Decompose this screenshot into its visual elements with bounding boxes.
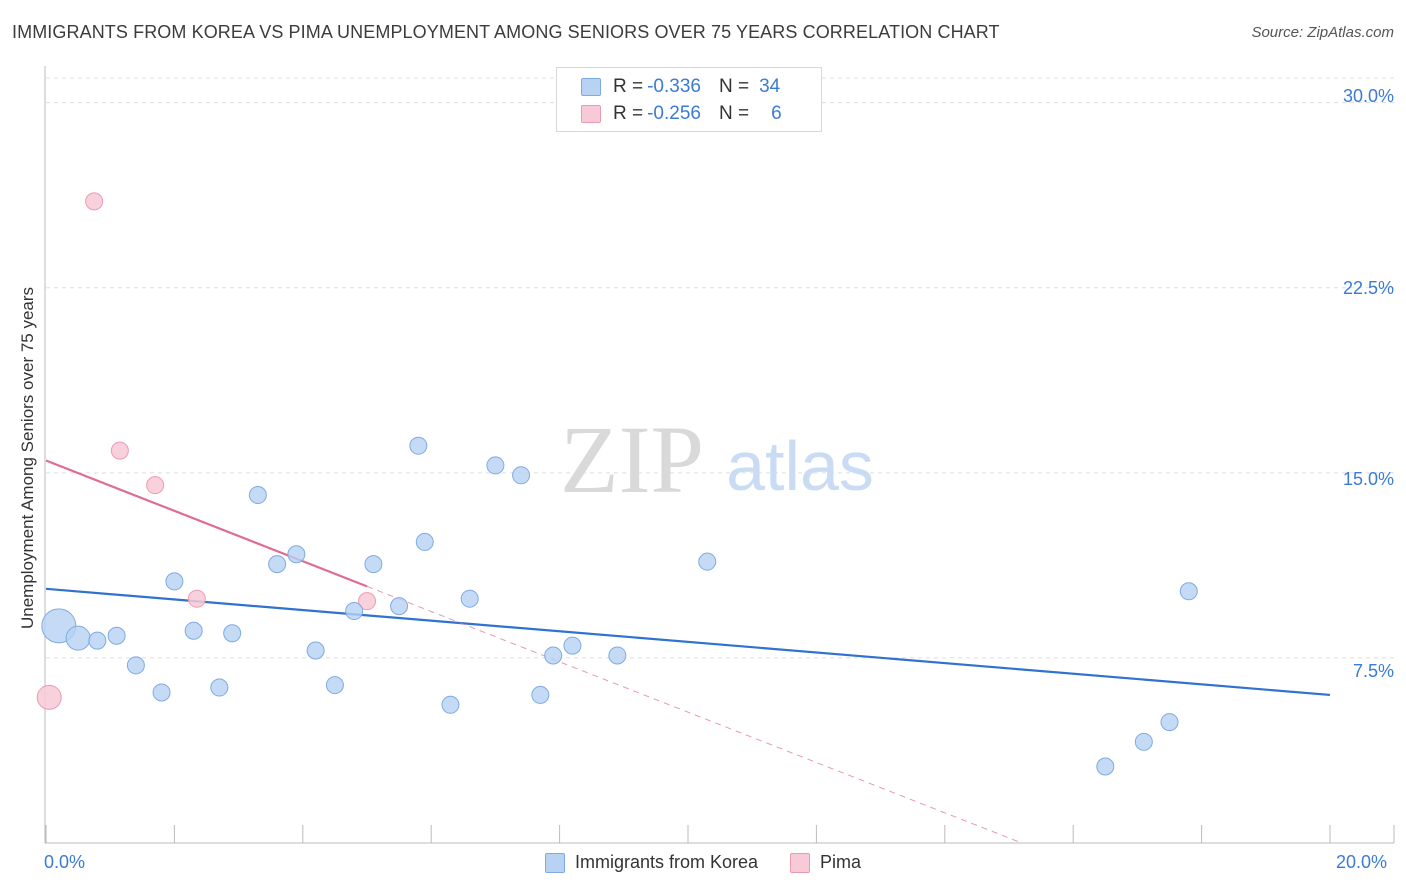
series-legend-label: Immigrants from Korea [574, 852, 759, 872]
series-swatch-korea [544, 852, 565, 873]
data-point-korea [1179, 582, 1198, 601]
data-point-korea [268, 555, 287, 574]
legend-swatch-korea [581, 78, 601, 96]
legend-row-pima: R = -0.256 N = 6 [581, 102, 782, 126]
x-tick-label-min: 0.0% [44, 852, 86, 872]
axes [44, 66, 1395, 844]
series-legend: Immigrants from Korea Pima [0, 852, 1406, 873]
series-swatch-pima [790, 852, 811, 873]
data-point-pima [36, 684, 62, 710]
data-point-korea [544, 646, 563, 665]
data-point-korea [390, 597, 409, 616]
data-point-korea [152, 683, 171, 702]
y-tick-label: 30.0% [1342, 86, 1394, 106]
legend-n-label: N = [718, 103, 750, 124]
y-tick-label: 7.5% [1352, 661, 1394, 681]
series-legend-pima[interactable]: Pima [790, 852, 861, 873]
data-point-korea [223, 624, 242, 643]
data-point-korea [512, 466, 531, 485]
watermark-zip: ZIP [560, 406, 704, 513]
data-point-korea [486, 456, 505, 475]
data-point-korea [364, 555, 383, 574]
chart-title: IMMIGRANTS FROM KOREA VS PIMA UNEMPLOYME… [12, 22, 1000, 42]
data-point-pima [110, 441, 129, 460]
data-point-korea [165, 572, 184, 591]
legend-swatch-pima [581, 105, 601, 123]
trend-lines [45, 459, 1331, 844]
grid-lines [46, 77, 1394, 659]
data-point-korea [184, 621, 203, 640]
legend-n-label: N = [718, 76, 750, 97]
data-point-korea [698, 552, 717, 571]
legend-r-label: R = [613, 103, 644, 124]
data-point-korea [608, 646, 627, 665]
data-point-korea [65, 625, 91, 651]
watermark: ZIP atlas [560, 406, 874, 513]
data-points [36, 192, 1198, 776]
data-point-pima [146, 476, 165, 495]
data-point-korea [1160, 713, 1179, 732]
data-point-korea [88, 631, 107, 650]
trend-line-korea [45, 587, 1331, 697]
y-tick-label: 15.0% [1342, 469, 1394, 489]
data-point-korea [415, 532, 434, 551]
data-point-korea [210, 678, 229, 697]
data-point-pima [358, 592, 376, 611]
data-point-korea [248, 486, 267, 505]
data-point-korea [287, 545, 306, 564]
watermark-atlas: atlas [726, 427, 874, 505]
stats-legend: R = -0.336 N = 34 R = -0.256 N = 6 [556, 67, 822, 132]
data-point-korea [325, 676, 344, 695]
data-point-korea [107, 626, 126, 645]
data-point-korea [126, 656, 145, 675]
legend-row-korea: R = -0.336 N = 34 [581, 75, 780, 99]
source-label: Source: ZipAtlas.com [1251, 24, 1394, 41]
data-point-korea [345, 602, 364, 621]
legend-n-value: 34 [759, 76, 781, 97]
legend-r-label: R = [613, 76, 644, 97]
legend-r-value: -0.256 [647, 103, 701, 124]
legend-n-value: 6 [771, 103, 782, 124]
data-point-pima [85, 192, 104, 211]
trend-line-pima-extension [366, 585, 1023, 844]
data-point-korea [441, 695, 460, 714]
data-point-korea [563, 636, 582, 655]
data-point-korea [460, 589, 479, 608]
data-point-korea [1096, 757, 1115, 776]
data-point-korea [531, 685, 550, 704]
series-legend-korea[interactable]: Immigrants from Korea [544, 852, 759, 873]
series-legend-label: Pima [820, 852, 862, 872]
data-point-korea [1134, 732, 1153, 751]
data-point-korea [409, 436, 428, 455]
x-tick-label-max: 20.0% [1336, 852, 1388, 872]
y-axis-label: Unemployment Among Seniors over 75 years [18, 286, 37, 630]
trend-line-pima [45, 459, 368, 588]
data-point-pima [187, 589, 206, 608]
y-tick-label: 22.5% [1342, 278, 1394, 298]
legend-r-value: -0.336 [647, 76, 701, 97]
data-point-korea [306, 641, 325, 660]
